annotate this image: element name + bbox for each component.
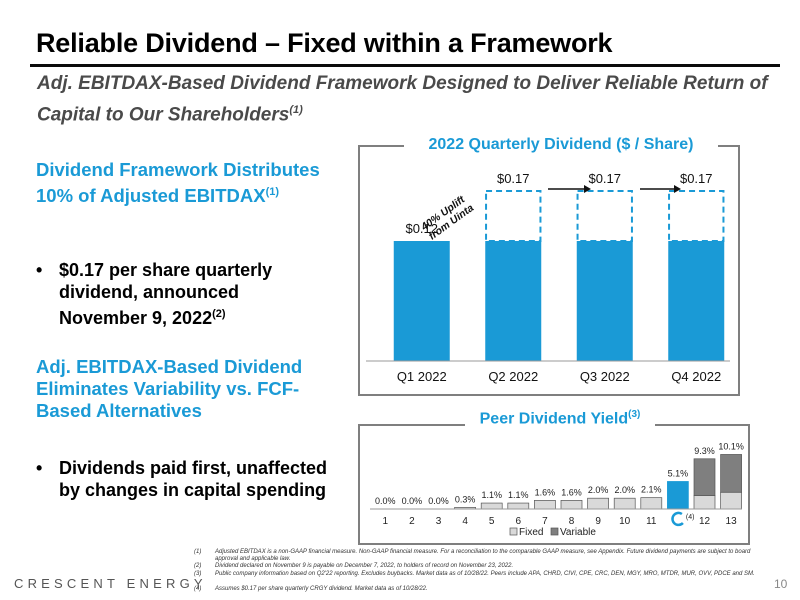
peer-fixed-bar: [640, 497, 663, 510]
slide-subtitle: Adj. EBITDAX-Based Dividend Framework De…: [37, 71, 777, 128]
peer-tick-label: 2: [409, 516, 415, 527]
legend-fixed-swatch: [509, 527, 518, 536]
peer-yield-title-text: Peer Dividend Yield: [479, 410, 629, 428]
dividend-bar-4: [668, 241, 725, 361]
peer-tick-label: 8: [569, 516, 575, 527]
page-number: 10: [774, 577, 788, 591]
framework-heading-ref: (1): [265, 186, 280, 198]
peer-tick-label: 13: [726, 516, 738, 527]
crescent-logo-icon: [671, 511, 684, 527]
quarter-tick-label: Q1 2022: [397, 369, 447, 384]
footnote-number: (3): [194, 571, 202, 577]
peer-data-label: 2.0%: [588, 485, 609, 495]
peer-data-label: 5.1%: [668, 468, 689, 478]
bullet-text: $0.17 per share quarterly dividend, anno…: [59, 259, 329, 329]
footnote-text: Adjusted EBITDAX is a non-GAAP financial…: [215, 549, 751, 562]
peer-yield-chart: 0.0% 1 0.0% 2 0.0% 3 0.3% 4 1.1% 5 1.1% 6 1.6% 7 1.6% 8…: [370, 441, 744, 538]
framework-heading-text: Dividend Framework Distributes 10% of Ad…: [36, 159, 320, 207]
bullet-footnote-ref: (2): [212, 308, 226, 320]
subtitle-footnote-ref: (1): [289, 104, 303, 116]
peer-tick-label: 3: [436, 516, 442, 527]
peer-fixed-bar: [693, 495, 716, 510]
peer-tick-label: 4: [462, 516, 468, 527]
peer-tick-label: 7: [542, 516, 548, 527]
peer-fixed-bar: [667, 481, 689, 510]
peer-data-label: 1.6%: [535, 487, 556, 497]
peer-fixed-bar: [613, 497, 636, 510]
peer-fixed-bar: [720, 491, 742, 510]
footnote-text: Assumes $0.17 per share quarterly CRGY d…: [215, 586, 428, 592]
quarter-tick-label: Q4 2022: [671, 369, 721, 384]
quarter-tick-label: Q3 2022: [580, 369, 630, 384]
peer-data-label: 0.0%: [402, 496, 423, 506]
quarter-tick-label: Q2 2022: [488, 369, 538, 384]
legend-variable-label: Variable: [560, 527, 596, 538]
peer-fixed-bar: [480, 502, 503, 510]
footnote-text: Dividend declared on November 9 is payab…: [215, 563, 514, 569]
title-underline: [30, 64, 780, 67]
footnote-number: (2): [194, 563, 202, 569]
peer-data-label: 9.3%: [694, 446, 715, 456]
bullet-glyph: •: [36, 458, 43, 478]
peer-data-label: 1.6%: [561, 487, 582, 497]
dividend-data-label: $0.17: [680, 171, 713, 186]
dividend-bar-1: [393, 241, 450, 361]
footnote-number: (4): [194, 586, 202, 592]
dividend-uplift-outline-2: [485, 190, 542, 242]
peer-data-label: 1.1%: [481, 490, 502, 500]
peer-tick-label: 1: [383, 516, 389, 527]
framework-heading: Dividend Framework Distributes 10% of Ad…: [36, 159, 336, 207]
dividend-data-label: $0.12: [405, 221, 438, 236]
peer-variable-bar: [720, 454, 742, 493]
peer-data-label: 10.1%: [718, 441, 744, 451]
peer-data-label: 0.3%: [455, 494, 476, 504]
legend-fixed-label: Fixed: [519, 527, 543, 538]
footnote-number: (1): [194, 549, 202, 555]
quarterly-dividend-title: 2022 Quarterly Dividend ($ / Share): [404, 136, 718, 154]
slide-title: Reliable Dividend – Fixed within a Frame…: [36, 28, 613, 58]
peer-data-label: 0.0%: [428, 496, 449, 506]
peer-data-label: 2.1%: [641, 485, 662, 495]
dividend-bar-2: [485, 241, 542, 361]
peer-tick-label: 9: [595, 516, 601, 527]
bullet-glyph: •: [36, 260, 43, 280]
peer-tick-label: 12: [699, 516, 711, 527]
subtitle-text: Adj. EBITDAX-Based Dividend Framework De…: [37, 73, 768, 126]
peer-fixed-bar: [534, 500, 556, 510]
variability-heading: Adj. EBITDAX-Based Dividend Eliminates V…: [36, 356, 303, 421]
peer-data-label: 0.0%: [375, 496, 396, 506]
dividend-uplift-outline-3: [576, 190, 633, 242]
peer-data-label: 1.1%: [508, 490, 529, 500]
peer-fixed-bar: [560, 500, 583, 510]
crgy-footnote-ref: (4): [686, 514, 695, 521]
peer-tick-label: 6: [516, 516, 522, 527]
peer-fixed-bar: [507, 502, 530, 510]
legend-variable-swatch: [550, 527, 559, 536]
peer-fixed-bar: [587, 497, 609, 510]
dividend-uplift-outline-4: [668, 190, 725, 242]
arrow-icon: [548, 185, 591, 193]
bullet-text-body: $0.17 per share quarterly dividend, anno…: [59, 260, 273, 328]
company-logo-text: CRESCENT ENERGY: [14, 576, 207, 591]
peer-variable-bar: [693, 458, 716, 496]
peer-tick-label: 5: [489, 516, 495, 527]
peer-tick-label: 10: [619, 516, 631, 527]
footnote-text: Public company information based on Q2'2…: [215, 571, 755, 577]
peer-yield-title-ref: (3): [628, 409, 641, 420]
peer-yield-title: Peer Dividend Yield(3): [465, 409, 655, 429]
dividend-data-label: $0.17: [588, 171, 621, 186]
dividend-data-label: $0.17: [497, 171, 530, 186]
quarterly-dividend-chart: $0.12 Q1 2022 $0.17 Q2 2022 $0.17 Q3 2022 $0.1…: [366, 171, 730, 384]
bullet-text: Dividends paid first, unaffected by chan…: [59, 458, 328, 500]
arrow-icon: [640, 185, 681, 193]
dividend-bar-3: [576, 241, 633, 361]
peer-tick-label: 11: [646, 516, 657, 527]
peer-data-label: 2.0%: [614, 485, 635, 495]
